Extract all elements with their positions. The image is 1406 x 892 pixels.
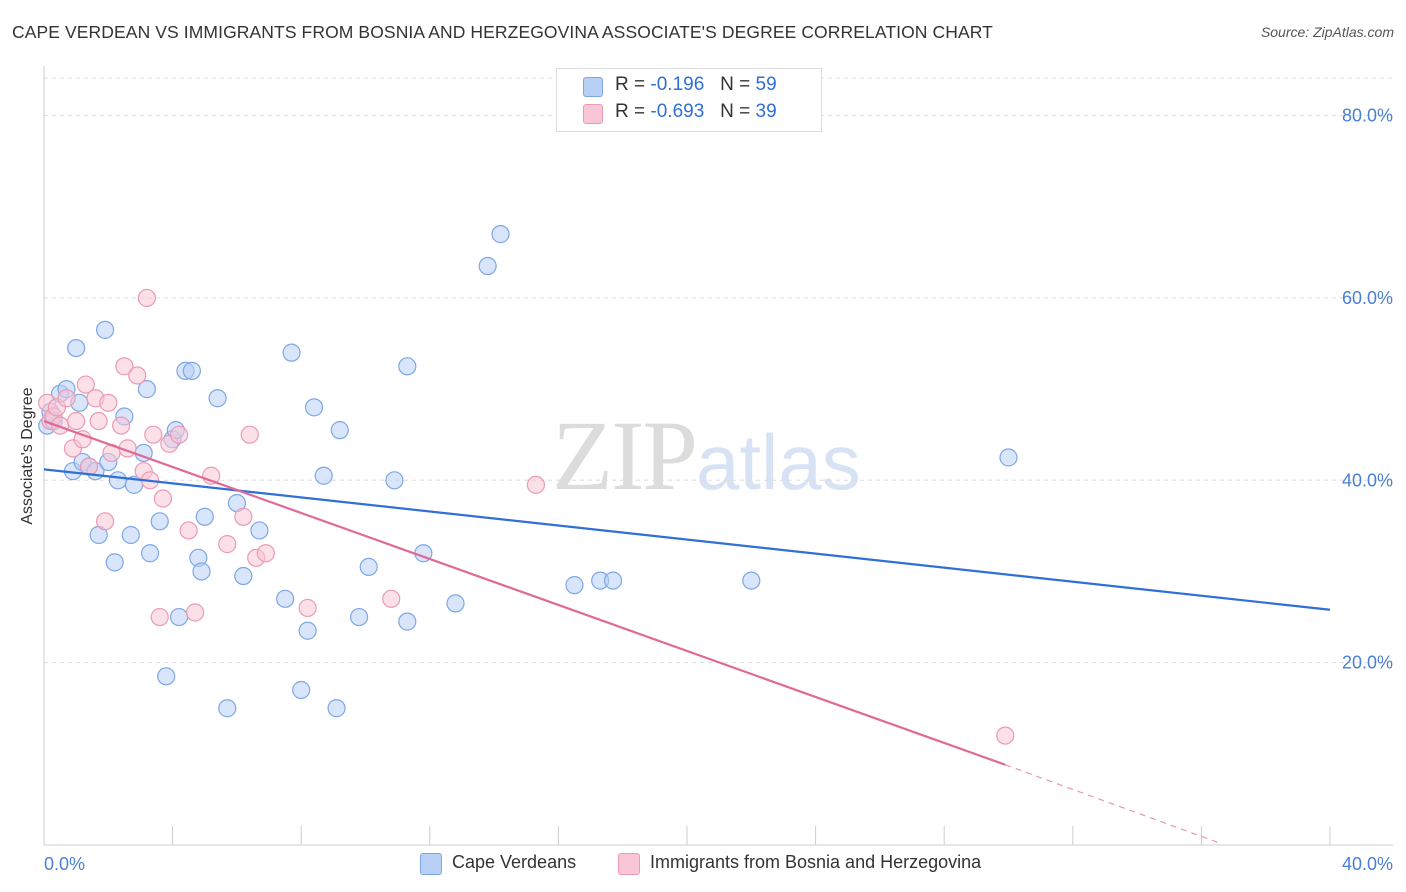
data-point bbox=[76, 375, 95, 394]
legend-r-value: -0.693 bbox=[650, 101, 705, 122]
data-point bbox=[382, 589, 401, 608]
data-point bbox=[256, 544, 275, 563]
x-tick-label: 40.0% bbox=[1342, 854, 1393, 874]
data-point bbox=[359, 557, 378, 577]
data-point bbox=[115, 357, 134, 376]
data-point bbox=[57, 389, 76, 408]
data-point bbox=[996, 726, 1015, 745]
y-tick-label: 60.0% bbox=[1342, 288, 1393, 308]
tick-labels: 20.0% 40.0% 60.0% 80.0% 0.0% 40.0% bbox=[44, 106, 1393, 874]
data-point bbox=[179, 521, 198, 540]
data-point bbox=[478, 256, 497, 276]
data-points bbox=[38, 225, 1018, 745]
data-point bbox=[99, 393, 118, 412]
watermark-zip: ZIP bbox=[552, 400, 698, 511]
data-point bbox=[240, 425, 259, 444]
legend-swatch-blue bbox=[583, 77, 603, 97]
data-point bbox=[67, 411, 86, 431]
data-point bbox=[105, 553, 124, 572]
series-swatch-pink bbox=[618, 853, 640, 875]
trend-line-cape-verdeans bbox=[43, 468, 1331, 611]
data-point bbox=[327, 699, 346, 718]
series-label: Cape Verdeans bbox=[452, 852, 577, 872]
data-point bbox=[157, 667, 176, 686]
data-point bbox=[89, 411, 108, 431]
data-point bbox=[999, 448, 1018, 467]
data-point bbox=[121, 525, 140, 545]
axes bbox=[43, 66, 1393, 846]
data-point bbox=[398, 612, 417, 631]
data-point bbox=[349, 607, 369, 627]
data-point bbox=[218, 699, 237, 718]
data-point bbox=[330, 421, 349, 440]
data-point bbox=[298, 621, 317, 640]
data-point bbox=[398, 357, 417, 376]
correlation-legend: R = -0.196 N = 59 R = -0.693 N = 39 bbox=[556, 68, 822, 132]
data-point bbox=[491, 225, 510, 244]
legend-n-label: N = bbox=[720, 74, 751, 95]
legend-n-value: 59 bbox=[755, 74, 777, 95]
data-point bbox=[150, 512, 169, 531]
series-bosnia bbox=[38, 288, 1015, 745]
legend-n-label: N = bbox=[720, 101, 751, 122]
chart-title: CAPE VERDEAN VS IMMIGRANTS FROM BOSNIA A… bbox=[12, 22, 993, 42]
data-point bbox=[195, 507, 214, 526]
data-point bbox=[153, 489, 173, 508]
data-point bbox=[137, 380, 156, 399]
data-point bbox=[150, 607, 169, 627]
data-point bbox=[282, 343, 301, 362]
data-point bbox=[140, 544, 160, 563]
data-point bbox=[137, 288, 156, 308]
data-point bbox=[208, 389, 227, 408]
series-label: Immigrants from Bosnia and Herzegovina bbox=[650, 852, 982, 872]
data-point bbox=[314, 466, 333, 485]
y-tick-label: 40.0% bbox=[1342, 470, 1393, 490]
data-point bbox=[112, 416, 131, 435]
data-point bbox=[304, 398, 324, 417]
data-point bbox=[234, 507, 253, 526]
legend-n-value: 39 bbox=[755, 101, 777, 122]
data-point bbox=[67, 338, 86, 358]
legend-r-label: R = bbox=[615, 101, 646, 122]
source-label: Source: ZipAtlas.com bbox=[1260, 24, 1394, 40]
y-tick-label: 80.0% bbox=[1342, 106, 1393, 126]
data-point bbox=[292, 680, 311, 700]
data-point bbox=[95, 512, 115, 531]
data-point bbox=[73, 430, 92, 449]
x-tick-label: 0.0% bbox=[44, 854, 85, 874]
legend-r-value: -0.196 bbox=[650, 74, 705, 95]
data-point bbox=[385, 471, 404, 490]
data-point bbox=[128, 366, 147, 385]
data-point bbox=[169, 607, 189, 627]
data-point bbox=[218, 535, 237, 554]
data-point bbox=[526, 475, 545, 494]
data-point bbox=[95, 320, 115, 339]
watermark-atlas: atlas bbox=[696, 418, 861, 506]
legend-swatch-pink bbox=[583, 104, 603, 124]
watermark: ZIPatlas bbox=[552, 398, 861, 513]
data-point bbox=[144, 425, 163, 444]
trend-line-bosnia-extension bbox=[1005, 764, 1218, 843]
data-point bbox=[742, 571, 761, 590]
y-tick-label: 20.0% bbox=[1342, 653, 1393, 673]
data-point bbox=[108, 471, 128, 490]
trend-lines bbox=[43, 419, 1331, 843]
data-point bbox=[446, 594, 465, 613]
data-point bbox=[192, 562, 211, 581]
data-point bbox=[276, 589, 295, 608]
data-point bbox=[234, 566, 253, 586]
series-swatch-blue bbox=[420, 853, 442, 875]
trend-line-bosnia bbox=[43, 419, 1006, 766]
data-point bbox=[298, 598, 317, 618]
data-point bbox=[250, 521, 269, 540]
data-point bbox=[169, 425, 189, 444]
data-point bbox=[603, 571, 623, 590]
data-point bbox=[565, 576, 584, 595]
data-point bbox=[186, 603, 205, 622]
legend-r-label: R = bbox=[615, 74, 646, 95]
data-point bbox=[182, 361, 201, 380]
